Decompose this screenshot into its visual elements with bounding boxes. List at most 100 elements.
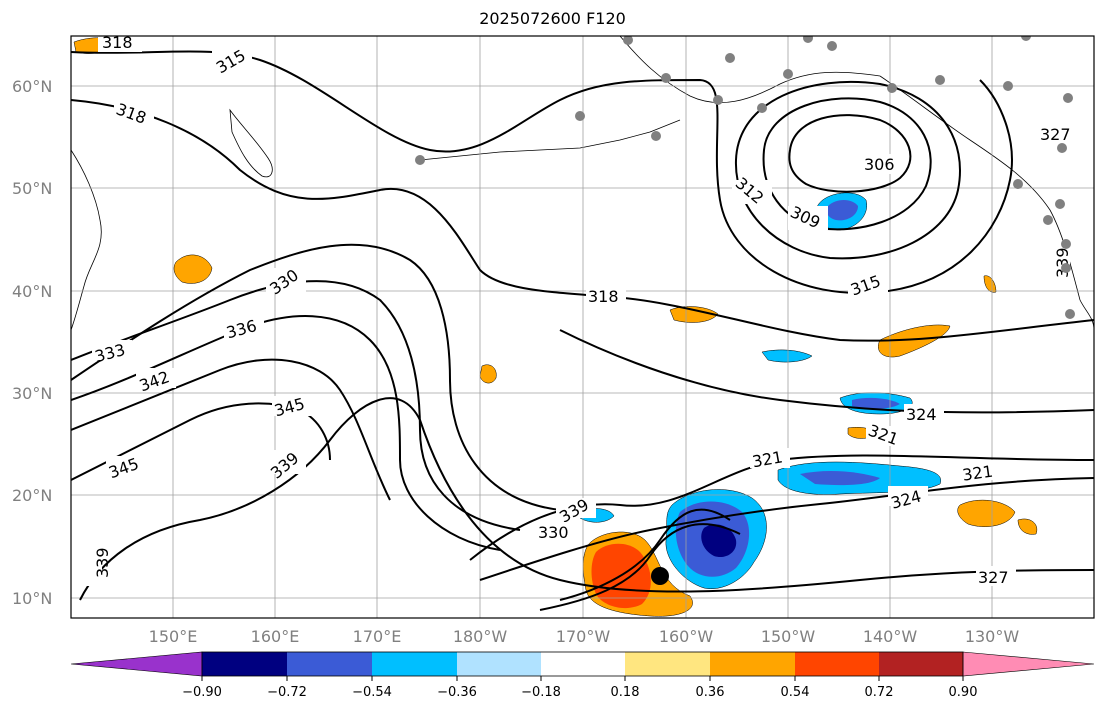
contour-333 — [71, 280, 521, 531]
station-dot — [1061, 263, 1071, 273]
colorbar-segment — [287, 652, 372, 676]
station-dot — [1061, 239, 1071, 249]
colorbar-segment — [710, 652, 795, 676]
lon-label: 140°W — [863, 627, 918, 646]
positive-anomaly-central — [669, 306, 719, 323]
colorbar-tick-label: −0.36 — [437, 685, 477, 700]
colorbar-tick-label: 0.72 — [865, 685, 894, 700]
contour-label: 321 — [961, 462, 994, 485]
station-dot — [1013, 179, 1023, 189]
contour-lines — [71, 50, 1094, 611]
station-dot — [1043, 215, 1053, 225]
lat-label: 30°N — [12, 384, 52, 403]
coastlines — [71, 36, 1094, 331]
station-markers — [415, 36, 1075, 319]
station-dot — [1063, 93, 1073, 103]
lat-label: 40°N — [12, 282, 52, 301]
station-dot — [1065, 309, 1075, 319]
map-frame — [70, 35, 1095, 619]
lat-label: 50°N — [12, 179, 52, 198]
map-panel: 318 315 306 312 309 315 318 318 327 330 … — [71, 33, 1094, 618]
lon-label: 170°W — [556, 627, 611, 646]
station-dot — [887, 83, 897, 93]
contour-312-ring — [734, 80, 961, 260]
station-dot — [935, 75, 945, 85]
colorbar-tick-label: 0.36 — [696, 685, 725, 700]
station-dot — [757, 103, 767, 113]
contour-storm-2 — [539, 523, 741, 611]
map-title: 2025072600 F120 — [479, 9, 626, 28]
colorbar-tick-label: −0.54 — [352, 685, 392, 700]
contour-labels: 318 315 306 312 309 315 318 318 327 330 … — [78, 33, 1078, 587]
colorbar-segment — [879, 652, 963, 676]
positive-anomaly-west — [173, 254, 213, 284]
lon-label: 160°W — [659, 627, 714, 646]
station-dot — [661, 73, 671, 83]
longitude-axis: 150°E 160°E 170°E 180°W 170°W 160°W 150°… — [149, 627, 1020, 646]
station-dot — [1021, 36, 1031, 41]
contour-label: 339 — [93, 547, 112, 578]
colorbar-tick-label: −0.90 — [182, 685, 222, 700]
aleutian-islands — [419, 119, 681, 161]
contour-label: 318 — [588, 287, 619, 306]
contour-315 — [71, 50, 1013, 294]
lon-label: 170°E — [353, 627, 402, 646]
station-dot — [651, 131, 661, 141]
colorbar-tick-label: 0.90 — [949, 685, 978, 700]
lat-label: 10°N — [12, 589, 52, 608]
colorbar-frame — [201, 651, 964, 677]
contour-330 — [71, 243, 561, 511]
negative-anomaly-low-center-core — [826, 200, 858, 221]
positive-anomaly-small-1 — [479, 364, 497, 384]
colorbar-segment — [795, 652, 879, 676]
lat-label: 20°N — [12, 486, 52, 505]
kamchatka-coastline — [229, 108, 273, 178]
colorbar-tick-label: 0.54 — [781, 685, 810, 700]
asia-coastline — [71, 149, 102, 331]
alaska-coastline — [619, 36, 881, 104]
shaded-field — [73, 37, 1038, 617]
gridlines — [71, 36, 1094, 618]
colorbar-tick-label: −0.72 — [267, 685, 307, 700]
contour-318 — [71, 99, 1094, 342]
contour-342 — [71, 358, 391, 501]
contour-storm-1 — [559, 508, 731, 601]
station-dot — [415, 155, 425, 165]
negative-anomaly-band-core — [800, 471, 880, 486]
station-dot — [783, 69, 793, 79]
storm-center-marker — [651, 567, 669, 585]
contour-336 — [71, 315, 501, 551]
contour-327 — [479, 477, 1094, 581]
contour-label: 318 — [102, 33, 133, 52]
positive-anomaly-small-2 — [983, 275, 997, 293]
lat-label: 60°N — [12, 77, 52, 96]
very-strong-negative-anomaly-region — [701, 524, 737, 558]
lon-label: 150°W — [761, 627, 816, 646]
station-dot — [713, 95, 723, 105]
contour-label: 330 — [538, 523, 569, 542]
station-dot — [725, 53, 735, 63]
colorbar-extend-high — [962, 651, 1095, 677]
contour-label: 339 — [1053, 247, 1072, 278]
colorbar-segment — [457, 652, 541, 676]
contour-339 — [79, 397, 1094, 601]
station-dot — [575, 111, 585, 121]
negative-anomaly-subtropical-core — [852, 397, 900, 409]
latitude-axis: 60°N 50°N 40°N 30°N 20°N 10°N — [12, 77, 52, 608]
negative-anomaly-band-2 — [761, 349, 813, 363]
colorbar-segment — [372, 652, 457, 676]
contour-label: 327 — [1040, 125, 1071, 144]
station-dot — [1003, 81, 1013, 91]
colorbar-tick-label: 0.18 — [611, 685, 640, 700]
station-dot — [623, 36, 633, 45]
lon-label: 160°E — [251, 627, 300, 646]
positive-anomaly-small-3 — [1017, 518, 1038, 535]
contour-label: 327 — [978, 568, 1009, 587]
positive-anomaly-northeast — [878, 324, 951, 358]
lon-label: 150°E — [149, 627, 198, 646]
contour-label: 306 — [864, 155, 895, 174]
station-dot — [827, 41, 837, 51]
colorbar-segment — [202, 652, 287, 676]
station-dot — [1055, 199, 1065, 209]
